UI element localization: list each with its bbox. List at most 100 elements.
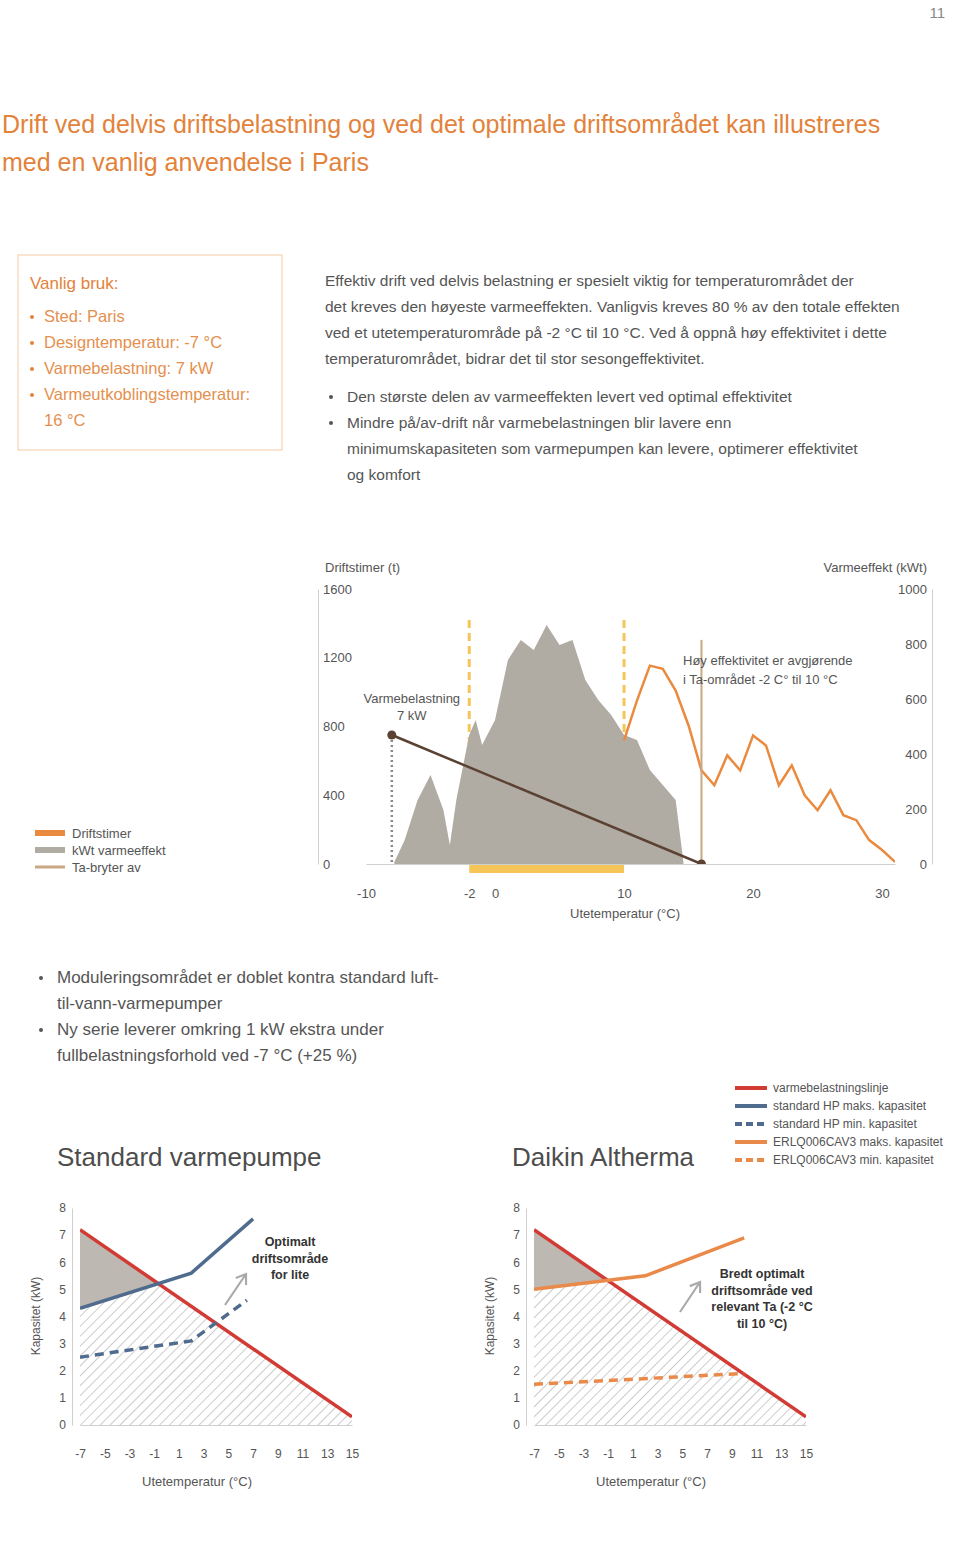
bullet (30, 393, 34, 397)
tick-label: 0 (513, 1418, 520, 1432)
tick: 1200 (318, 650, 352, 665)
tick: 7 (59, 1228, 72, 1242)
tick-label: 2 (513, 1364, 520, 1378)
tick-label: 6 (513, 1256, 520, 1270)
annotation: driftsområde ved (711, 1284, 812, 1298)
tick: 600 (905, 692, 932, 707)
legend: DriftstimerkWt varmeeffektTa-bryter av (35, 826, 166, 875)
legend-label: varmebelastningslinje (773, 1081, 889, 1095)
line (80, 1219, 253, 1309)
hatch-area (534, 1208, 806, 1425)
axis-title: Driftstimer (t) (325, 560, 400, 575)
annotation: 7 kW (397, 708, 427, 723)
tick: 3 (513, 1337, 526, 1351)
tick-label: -10 (357, 886, 376, 901)
paragraph: ved et utetemperaturområde på -2 °C til … (325, 324, 887, 341)
tick-label: 4 (513, 1310, 520, 1324)
annotation: driftsområde (252, 1252, 328, 1266)
tick-label: 8 (513, 1201, 520, 1215)
tick-label: 400 (323, 788, 345, 803)
tick-label: 8 (59, 1201, 66, 1215)
legend-swatch (35, 830, 65, 836)
tick-label: 5 (226, 1447, 233, 1461)
legend-swatch (735, 1086, 767, 1090)
annotation: Høy effektivitet er avgjørende (683, 653, 853, 668)
axis-title: Utetemperatur (°C) (570, 906, 680, 921)
tick-label: 800 (323, 719, 345, 734)
tick: 4 (59, 1310, 72, 1324)
bullet (30, 341, 34, 345)
tick-label: 7 (704, 1447, 711, 1461)
tick: 9 (275, 1425, 282, 1461)
tick-label: 11 (751, 1447, 764, 1461)
tick-label: -5 (100, 1447, 111, 1461)
tick-label: 6 (59, 1256, 66, 1270)
annotation: for lite (271, 1268, 309, 1282)
tick: 1 (513, 1391, 526, 1405)
tick-label: 0 (492, 886, 499, 901)
tick-label: -1 (149, 1447, 160, 1461)
tick: -10 (357, 864, 376, 901)
tick: 800 (318, 719, 345, 734)
bullet-text: Mindre på/av-drift når varmebelastningen… (347, 414, 731, 431)
legend-swatch (735, 1158, 767, 1162)
tick: 400 (318, 788, 345, 803)
axis-line (526, 1209, 527, 1426)
plot-area (534, 1208, 806, 1425)
paragraph: temperaturområdet, bidrar det til stor s… (325, 350, 705, 367)
tick: 6 (59, 1256, 72, 1270)
load-point (697, 860, 706, 865)
hatch-bg (534, 1208, 806, 1425)
tick: -1 (603, 1425, 614, 1461)
axis-line (81, 1425, 353, 1426)
tick-label: 4 (59, 1310, 66, 1324)
axis-line (367, 864, 896, 865)
tick-label: -3 (579, 1447, 590, 1461)
annotation: Varmebelastning (364, 691, 461, 706)
legend-swatch (35, 866, 65, 869)
bullet (329, 395, 333, 399)
tick-label: 5 (680, 1447, 687, 1461)
drop-line (391, 735, 394, 864)
axis-title: Utetemperatur (°C) (596, 1474, 706, 1489)
bullet-text: Moduleringsområdet er doblet kontra stan… (57, 968, 439, 987)
tick-label: 800 (905, 637, 927, 652)
axis-line (932, 590, 933, 865)
tick-label: 400 (905, 747, 927, 762)
legend-swatch (735, 1140, 767, 1144)
tick: 5 (59, 1283, 72, 1297)
axis: 012345678 (59, 1201, 72, 1432)
info-box (18, 255, 282, 450)
paragraph: Effektiv drift ved delvis belastning er … (325, 272, 854, 289)
tick-label: 15 (346, 1447, 360, 1461)
tick-label: 1 (630, 1447, 637, 1461)
tick: 3 (201, 1425, 208, 1461)
tick: 1600 (318, 582, 352, 597)
arrow (680, 1282, 700, 1312)
axis: -10-20102030 (357, 864, 895, 901)
hatch-group (80, 1208, 352, 1425)
tick-label: 1000 (898, 582, 927, 597)
legend-swatch (735, 1104, 767, 1108)
tick-label: 10 (617, 886, 631, 901)
box-item: Varmebelastning: 7 kW (44, 359, 214, 377)
tick-label: 5 (59, 1283, 66, 1297)
tick: 8 (59, 1201, 72, 1215)
title: med en vanlig anvendelse i Paris (2, 148, 369, 176)
tick: 0 (920, 857, 932, 872)
legend-label: standard HP min. kapasitet (773, 1117, 918, 1131)
bullet (39, 1028, 43, 1032)
legend-label: ERLQ006CAV3 min. kapasitet (773, 1153, 934, 1167)
tick-label: 13 (321, 1447, 335, 1461)
tick: 1000 (898, 582, 932, 597)
annotation: til 10 °C) (737, 1317, 787, 1331)
tick: 200 (905, 802, 932, 817)
line (534, 1238, 744, 1290)
tick-label: 1 (513, 1391, 520, 1405)
tick: 13 (321, 1425, 335, 1461)
tick: 10 (617, 864, 631, 901)
hatch-bg (80, 1208, 352, 1425)
tick: 13 (775, 1425, 789, 1461)
legend-label: standard HP maks. kapasitet (773, 1099, 927, 1113)
tick: 4 (513, 1310, 526, 1324)
